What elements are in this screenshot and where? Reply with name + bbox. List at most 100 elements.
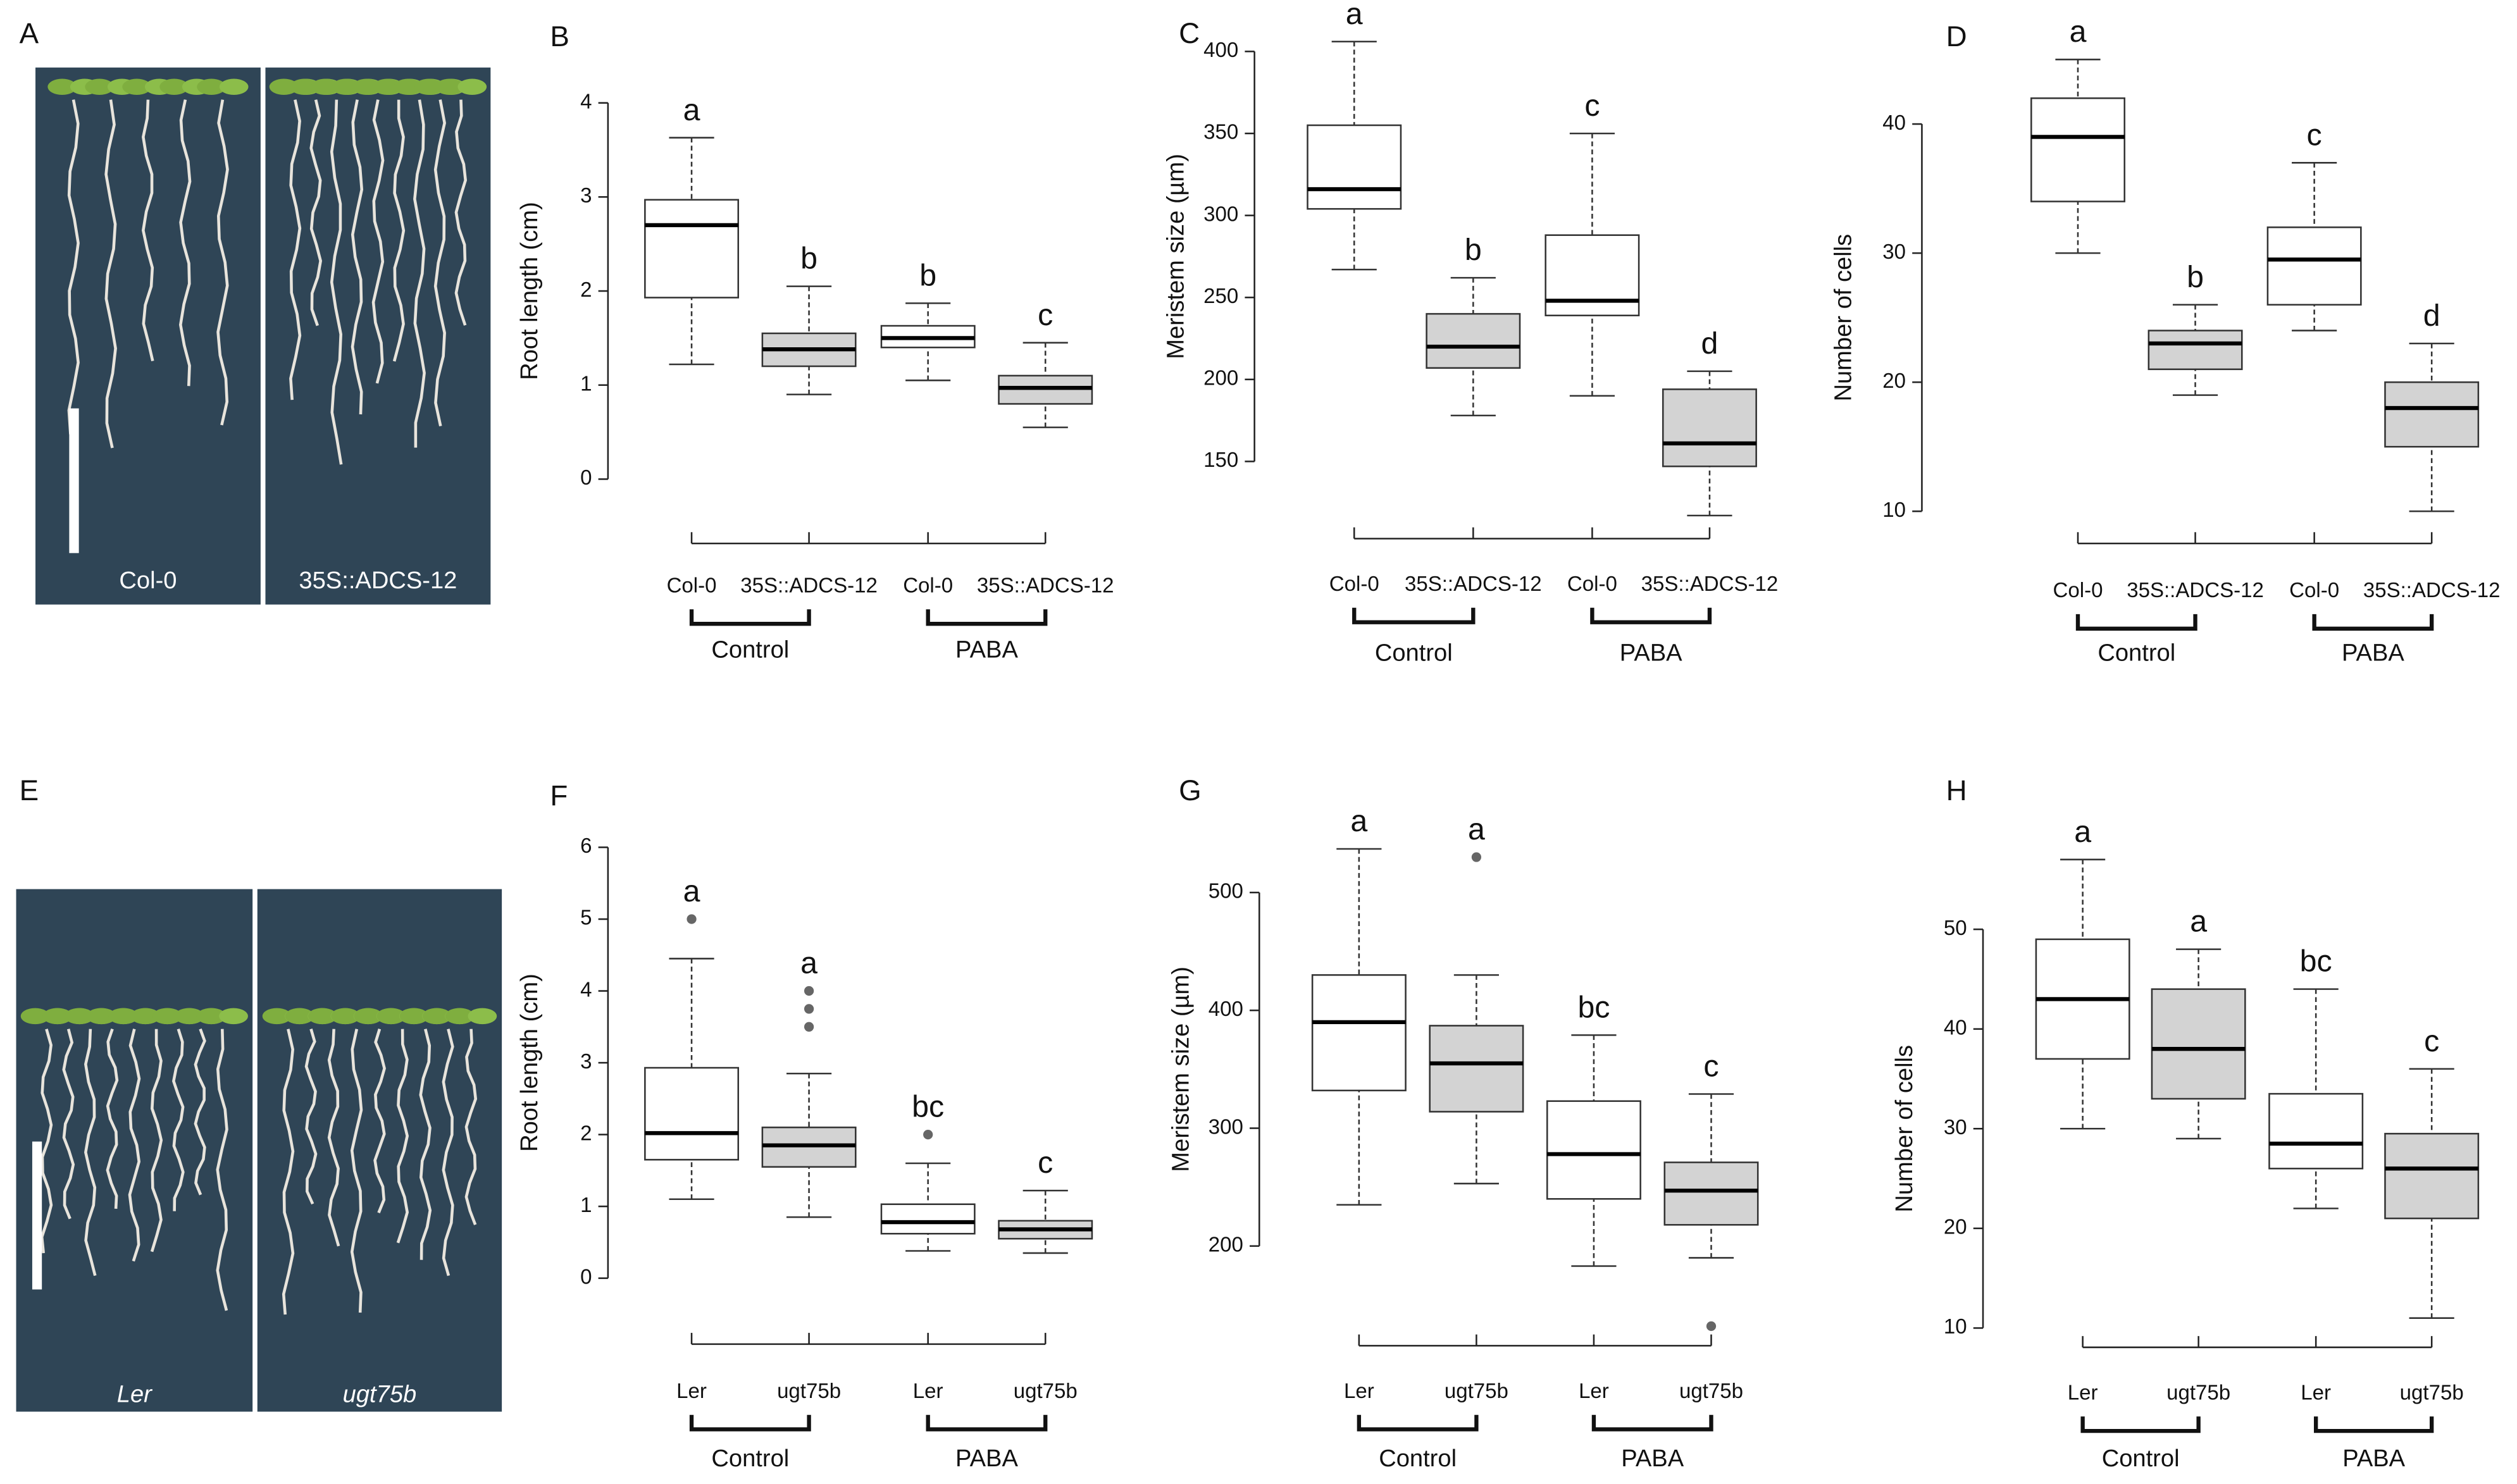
- group-label: PABA: [955, 636, 1018, 663]
- significance-letter: c: [1584, 89, 1600, 123]
- group-bracket: [2312, 614, 2434, 631]
- cotyledon: [152, 1008, 182, 1025]
- box: [644, 199, 740, 299]
- root: [141, 99, 154, 362]
- y-tick-label: 4: [580, 90, 592, 113]
- outlier: [804, 986, 814, 996]
- box: [644, 1067, 740, 1161]
- root: [150, 1029, 163, 1252]
- root: [106, 1028, 119, 1209]
- root: [104, 99, 117, 448]
- x-tick-label: 35S::ADCS-12: [2363, 579, 2501, 602]
- x-tick-label: ugt75b: [777, 1380, 841, 1403]
- group-label: Control: [1379, 1445, 1457, 1472]
- y-tick-label: 300: [1203, 202, 1238, 226]
- y-tick-label: 150: [1203, 448, 1238, 472]
- panel-label: H: [1946, 774, 1967, 807]
- outlier: [804, 1022, 814, 1032]
- y-tick-label: 4: [580, 978, 592, 1001]
- significance-letter: bc: [912, 1090, 944, 1124]
- group-label: PABA: [1620, 640, 1682, 667]
- cotyledon: [86, 1008, 116, 1025]
- outlier: [1706, 1321, 1717, 1332]
- y-tick-label: 500: [1209, 880, 1243, 903]
- x-tick-label: Ler: [1579, 1380, 1609, 1403]
- x-tick-label: 35S::ADCS-12: [977, 574, 1114, 597]
- root: [464, 1029, 478, 1225]
- x-tick-label: ugt75b: [2400, 1381, 2464, 1404]
- box: [2268, 1092, 2364, 1170]
- root: [392, 99, 406, 362]
- y-axis-label: Meristem size (µm): [1162, 154, 1190, 359]
- panel-label: F: [550, 779, 568, 812]
- root: [373, 1029, 386, 1214]
- cotyledon: [159, 78, 189, 95]
- root: [84, 1029, 97, 1277]
- cotyledon: [42, 1008, 72, 1025]
- x-tick-label: Col-0: [1329, 572, 1379, 596]
- y-tick-label: 30: [1882, 240, 1906, 264]
- significance-letter: bc: [1577, 990, 1610, 1024]
- cotyledon: [65, 1008, 94, 1025]
- significance-letter: a: [683, 874, 700, 908]
- x-tick-label: 35S::ADCS-12: [1641, 572, 1779, 596]
- cotyledon: [290, 78, 320, 95]
- root: [289, 99, 302, 400]
- outlier: [923, 1129, 933, 1140]
- y-tick-label: 40: [1882, 111, 1906, 135]
- cotyledon: [414, 78, 444, 95]
- significance-letter: c: [2424, 1024, 2439, 1058]
- x-tick-label: ugt75b: [2166, 1381, 2230, 1404]
- panel-label: A: [20, 17, 39, 49]
- significance-letter: a: [1350, 804, 1367, 838]
- cotyledon: [196, 1008, 226, 1025]
- group-label: PABA: [2342, 1445, 2405, 1472]
- significance-letter: b: [1465, 233, 1482, 267]
- y-axis-label: Root length (cm): [516, 202, 543, 380]
- group-label: Control: [711, 1445, 789, 1472]
- box: [1429, 1025, 1524, 1113]
- significance-letter: c: [1038, 298, 1053, 332]
- significance-letter: b: [919, 258, 936, 292]
- outlier: [687, 914, 697, 924]
- group-bracket: [1357, 1414, 1479, 1431]
- cotyledon: [108, 1008, 138, 1025]
- root: [454, 99, 468, 326]
- x-tick-label: 35S::ADCS-12: [740, 574, 878, 597]
- group-bracket: [2313, 1416, 2434, 1433]
- root: [67, 99, 80, 435]
- group-label: PABA: [2342, 640, 2404, 667]
- y-tick-label: 300: [1209, 1115, 1243, 1139]
- group-label: PABA: [955, 1445, 1018, 1472]
- y-tick-label: 200: [1209, 1234, 1243, 1257]
- group-bracket: [2075, 614, 2197, 631]
- root: [371, 99, 385, 384]
- x-tick-label: Col-0: [667, 574, 717, 597]
- root: [216, 99, 229, 426]
- significance-letter: d: [1701, 326, 1718, 361]
- panel-label: E: [20, 774, 39, 807]
- significance-letter: a: [2070, 15, 2087, 49]
- root: [178, 99, 192, 386]
- x-tick-label: Ler: [2068, 1381, 2098, 1404]
- y-tick-label: 6: [580, 834, 592, 858]
- root: [128, 1029, 141, 1262]
- root: [442, 1029, 454, 1277]
- significance-letter: a: [2190, 905, 2207, 939]
- cotyledon: [174, 1008, 204, 1025]
- y-tick-label: 3: [580, 184, 592, 207]
- x-tick-label: 35S::ADCS-12: [2127, 579, 2264, 602]
- y-tick-label: 40: [1944, 1016, 1967, 1039]
- root: [304, 1029, 318, 1205]
- y-axis-label: Number of cells: [1891, 1045, 1918, 1213]
- x-tick-label: Col-0: [1567, 572, 1617, 596]
- cotyledon: [219, 1008, 248, 1025]
- y-tick-label: 5: [580, 906, 592, 930]
- group-bracket: [689, 1414, 811, 1431]
- cotyledon: [219, 78, 249, 95]
- x-tick-label: Col-0: [903, 574, 953, 597]
- cotyledon: [457, 78, 487, 95]
- y-tick-label: 3: [580, 1050, 592, 1073]
- root: [282, 1029, 295, 1315]
